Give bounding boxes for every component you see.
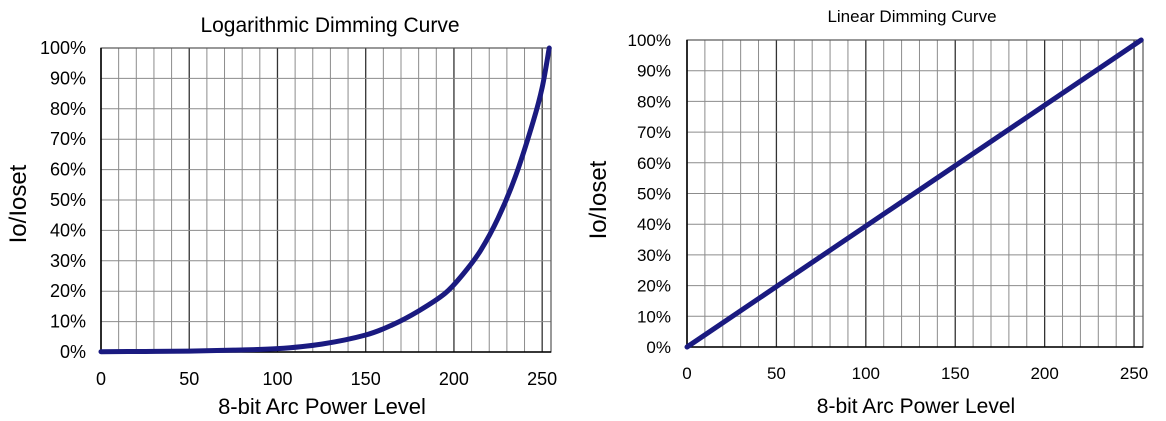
x-axis-label: 8-bit Arc Power Level — [218, 394, 426, 419]
logarithmic-dimming-chart: Logarithmic Dimming Curve Io/Ioset 8-bit… — [5, 14, 557, 419]
y-tick-label: 30% — [50, 251, 86, 271]
x-tick-label: 250 — [1120, 364, 1148, 383]
y-tick-label: 100% — [40, 38, 86, 58]
x-tick-label: 150 — [351, 369, 381, 389]
x-tick-label: 200 — [1030, 364, 1058, 383]
y-tick-label: 10% — [637, 307, 671, 326]
x-tick-label: 50 — [179, 369, 199, 389]
x-tick-label: 150 — [941, 364, 969, 383]
y-tick-label: 100% — [628, 31, 671, 50]
y-tick-label: 0% — [646, 338, 671, 357]
x-axis-label: 8-bit Arc Power Level — [817, 395, 1015, 418]
x-tick-label: 100 — [852, 364, 880, 383]
y-tick-label: 70% — [50, 129, 86, 149]
y-tick-label: 10% — [50, 312, 86, 332]
linear-dimming-chart: Linear Dimming Curve Io/Ioset 8-bit Arc … — [585, 7, 1148, 418]
y-tick-label: 80% — [637, 92, 671, 111]
y-tick-label: 20% — [637, 277, 671, 296]
grid — [687, 39, 1143, 347]
y-tick-label: 60% — [50, 160, 86, 180]
chart-title: Logarithmic Dimming Curve — [200, 14, 459, 37]
chart-title: Linear Dimming Curve — [827, 7, 996, 26]
x-tick-label: 250 — [527, 369, 557, 389]
x-tick-label: 200 — [439, 369, 469, 389]
x-tick-label: 0 — [682, 364, 691, 383]
y-tick-label: 0% — [60, 342, 86, 362]
y-tick-label: 90% — [637, 62, 671, 81]
x-tick-label: 50 — [767, 364, 786, 383]
series-line — [684, 37, 1144, 350]
series-line — [98, 45, 552, 355]
y-axis-label: Io/Ioset — [585, 160, 612, 239]
x-tick-label: 0 — [96, 369, 106, 389]
y-tick-label: 50% — [637, 185, 671, 204]
y-tick-label: 40% — [637, 215, 671, 234]
y-axis-label: Io/Ioset — [5, 164, 32, 243]
y-tick-label: 90% — [50, 68, 86, 88]
y-tick-label: 20% — [50, 281, 86, 301]
y-tick-label: 80% — [50, 99, 86, 119]
grid — [101, 47, 551, 352]
y-tick-label: 50% — [50, 190, 86, 210]
y-tick-label: 70% — [637, 123, 671, 142]
x-tick-label: 100 — [262, 369, 292, 389]
y-tick-label: 60% — [637, 154, 671, 173]
y-tick-label: 40% — [50, 220, 86, 240]
y-tick-label: 30% — [637, 246, 671, 265]
